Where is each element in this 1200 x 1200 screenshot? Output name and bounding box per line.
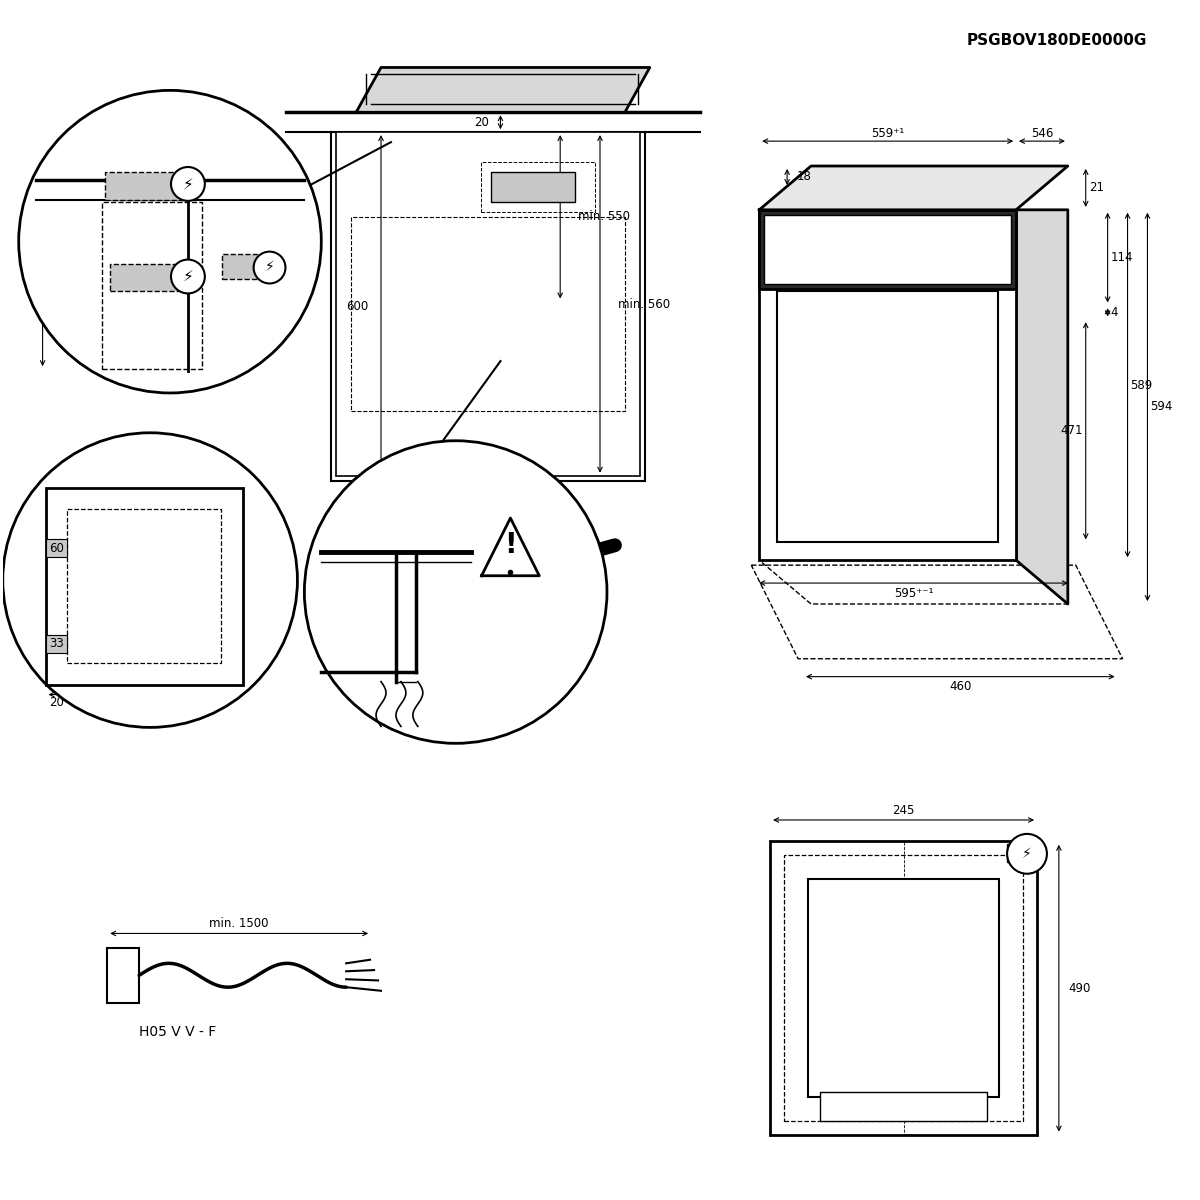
Text: ⚡: ⚡ — [182, 176, 193, 192]
Text: 33: 33 — [49, 637, 64, 650]
Bar — [820, 1092, 988, 1121]
Bar — [778, 292, 998, 542]
Text: ⚡: ⚡ — [1022, 847, 1032, 860]
Text: 5: 5 — [402, 637, 409, 647]
Text: 559⁺¹: 559⁺¹ — [871, 127, 905, 139]
Text: 600: 600 — [346, 300, 368, 313]
Text: 100: 100 — [53, 280, 73, 289]
Bar — [480, 162, 595, 212]
Text: 490: 490 — [1069, 982, 1091, 995]
Text: 520: 520 — [200, 281, 221, 290]
Circle shape — [1007, 834, 1046, 874]
Bar — [102, 202, 202, 370]
Circle shape — [305, 440, 607, 743]
Text: H05 V V - F: H05 V V - F — [139, 1025, 216, 1039]
Text: 471: 471 — [1061, 425, 1082, 437]
Circle shape — [2, 433, 298, 727]
Bar — [764, 215, 1012, 284]
Text: 60: 60 — [136, 209, 149, 218]
Bar — [784, 854, 1024, 1121]
Text: 20: 20 — [474, 115, 488, 128]
Bar — [352, 217, 625, 410]
Circle shape — [170, 259, 205, 294]
Bar — [107, 948, 139, 1003]
Text: 21: 21 — [1088, 181, 1104, 194]
Bar — [1007, 844, 1022, 862]
Circle shape — [253, 252, 286, 283]
Bar — [491, 172, 575, 202]
Polygon shape — [356, 67, 649, 113]
Bar — [770, 841, 1037, 1134]
Bar — [336, 132, 640, 475]
Text: min. 560: min. 560 — [618, 298, 670, 311]
Bar — [46, 539, 67, 557]
Polygon shape — [481, 518, 539, 576]
Text: ⚡: ⚡ — [265, 260, 275, 275]
Text: !: ! — [504, 532, 517, 559]
Circle shape — [170, 167, 205, 200]
Text: 4: 4 — [1111, 306, 1118, 319]
Text: 460: 460 — [949, 680, 972, 694]
Bar — [760, 210, 1016, 560]
Polygon shape — [1016, 210, 1068, 604]
Text: ⚡: ⚡ — [182, 269, 193, 284]
Text: 589: 589 — [1130, 378, 1153, 391]
Text: 200: 200 — [156, 331, 178, 341]
Text: 18: 18 — [797, 170, 812, 184]
Polygon shape — [760, 166, 1068, 210]
Text: 114: 114 — [1111, 251, 1133, 264]
Bar — [808, 878, 1000, 1097]
Bar — [110, 264, 178, 292]
Bar — [222, 253, 264, 280]
Bar — [106, 172, 194, 200]
Circle shape — [19, 90, 322, 392]
Text: 20: 20 — [49, 696, 64, 709]
Text: 60: 60 — [49, 541, 64, 554]
Text: 546: 546 — [1031, 127, 1054, 139]
Text: 80: 80 — [53, 185, 67, 194]
Text: 1: 1 — [478, 552, 485, 562]
Bar — [46, 487, 242, 685]
Bar — [67, 510, 221, 662]
Bar — [46, 635, 67, 653]
Text: 245: 245 — [893, 804, 914, 816]
Text: min. 550: min. 550 — [578, 210, 630, 223]
Text: min. 1500: min. 1500 — [209, 917, 269, 930]
Text: 33: 33 — [136, 270, 150, 280]
Text: PSGBOV180DE0000G: PSGBOV180DE0000G — [967, 32, 1147, 48]
Bar — [760, 210, 1016, 289]
Text: 594: 594 — [1151, 401, 1172, 413]
Text: 595⁺⁻¹: 595⁺⁻¹ — [894, 587, 934, 600]
